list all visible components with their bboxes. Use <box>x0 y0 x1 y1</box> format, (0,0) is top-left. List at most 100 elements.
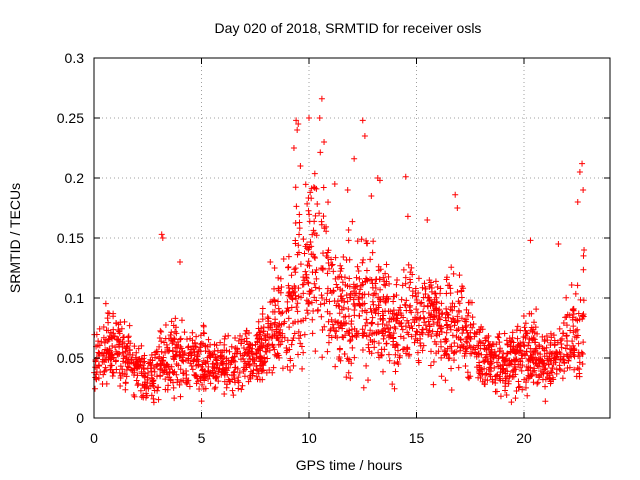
data-point <box>305 194 312 201</box>
data-point <box>274 298 281 305</box>
data-point <box>312 269 319 276</box>
data-point <box>332 275 339 282</box>
data-point <box>520 312 527 319</box>
data-point <box>443 329 450 336</box>
data-point <box>319 265 326 272</box>
data-point <box>417 342 424 349</box>
data-point <box>382 299 389 306</box>
data-point <box>275 337 282 344</box>
data-point <box>517 364 524 371</box>
data-point <box>539 376 546 383</box>
data-point <box>272 302 279 309</box>
data-point <box>261 332 268 339</box>
data-point <box>400 266 407 273</box>
data-point <box>113 366 120 373</box>
data-point <box>556 365 563 372</box>
data-point <box>462 362 469 369</box>
data-point <box>290 362 297 369</box>
data-point <box>353 274 360 281</box>
data-point <box>370 301 377 308</box>
data-point <box>183 379 190 386</box>
data-point <box>122 386 129 393</box>
data-point <box>318 292 325 299</box>
data-point <box>439 310 446 317</box>
data-point <box>451 318 458 325</box>
data-point <box>294 300 301 307</box>
data-point <box>483 351 490 358</box>
data-point <box>426 283 433 290</box>
data-point <box>199 381 206 388</box>
data-point <box>313 297 320 304</box>
data-point <box>418 299 425 306</box>
data-point <box>350 301 357 308</box>
data-point <box>485 358 492 365</box>
data-point <box>390 298 397 305</box>
data-point <box>397 320 404 327</box>
data-point <box>293 304 300 311</box>
data-point <box>162 321 169 328</box>
data-point <box>158 231 165 238</box>
data-point <box>555 241 562 247</box>
data-point <box>375 340 382 347</box>
data-point <box>171 335 178 342</box>
data-point <box>319 327 326 334</box>
data-point <box>259 316 266 323</box>
data-point <box>351 155 358 162</box>
data-point <box>572 290 579 297</box>
data-point <box>387 333 394 340</box>
data-point <box>99 380 106 387</box>
data-point <box>309 316 316 323</box>
data-point <box>319 354 326 361</box>
data-point <box>419 330 426 337</box>
data-point <box>504 373 511 380</box>
data-point <box>283 308 290 315</box>
data-point <box>304 200 311 207</box>
data-point <box>105 319 112 326</box>
data-point <box>325 339 332 346</box>
data-point <box>100 324 107 331</box>
data-point <box>362 322 369 329</box>
data-point <box>104 310 111 317</box>
data-point <box>104 315 111 322</box>
data-point <box>455 326 462 333</box>
data-point <box>166 374 173 381</box>
data-point <box>135 380 142 387</box>
data-point <box>205 369 212 376</box>
data-point <box>336 346 343 353</box>
data-point <box>213 364 220 371</box>
data-point <box>269 342 276 349</box>
data-point <box>127 340 134 347</box>
data-point <box>122 380 129 387</box>
data-point <box>515 384 522 391</box>
data-point <box>289 337 296 344</box>
data-point <box>295 121 302 127</box>
data-point <box>469 324 476 331</box>
data-point <box>225 332 232 339</box>
data-point <box>442 338 449 345</box>
data-point <box>122 348 129 355</box>
data-point <box>351 312 358 319</box>
data-point <box>356 275 363 282</box>
data-point <box>497 369 504 376</box>
data-point <box>173 351 180 358</box>
data-point <box>288 341 295 348</box>
data-point <box>515 341 522 348</box>
data-point <box>135 363 142 370</box>
data-point <box>447 323 454 330</box>
data-point <box>390 307 397 314</box>
data-point <box>544 370 551 377</box>
data-point <box>404 329 411 336</box>
data-point <box>305 258 312 265</box>
data-point <box>507 360 514 367</box>
data-point <box>170 379 177 386</box>
data-point <box>475 350 482 357</box>
data-point <box>431 290 438 297</box>
x-tick-label: 15 <box>409 430 425 446</box>
data-point <box>421 319 428 326</box>
data-point <box>447 290 454 297</box>
data-point <box>409 325 416 332</box>
data-point <box>519 386 526 393</box>
data-point <box>345 237 352 244</box>
data-point <box>502 358 509 365</box>
data-point <box>534 330 541 337</box>
